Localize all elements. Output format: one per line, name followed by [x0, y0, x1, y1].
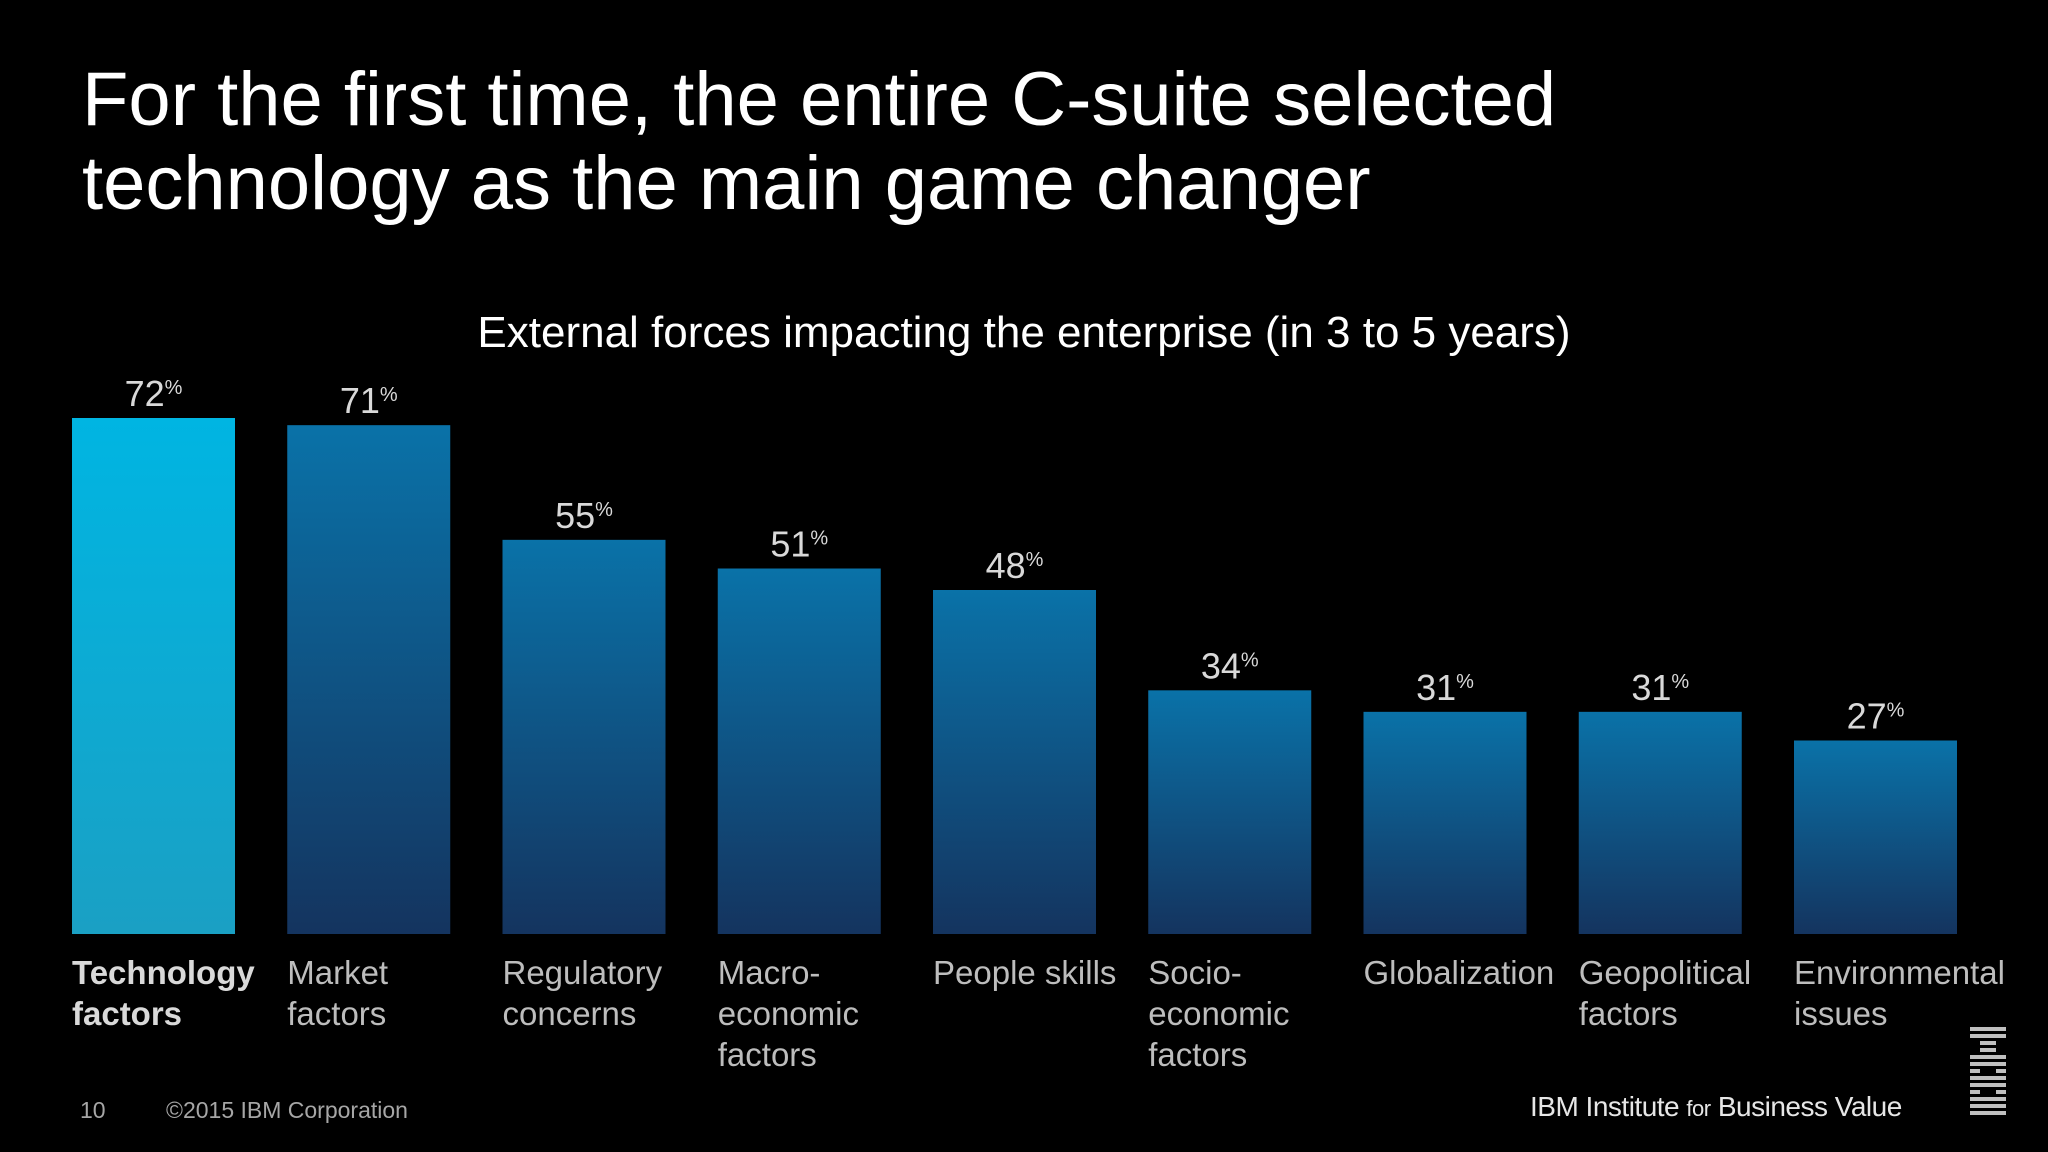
- bar-0: [72, 418, 235, 934]
- brand-for: for: [1686, 1096, 1711, 1121]
- value-label-5: 34%: [1201, 645, 1259, 686]
- bar-7: [1578, 711, 1742, 934]
- value-label-7: 31%: [1631, 667, 1689, 708]
- category-label-5: Socio- economic factors: [1148, 954, 1290, 1073]
- value-label-1: 71%: [340, 380, 398, 421]
- value-label-0: 72%: [125, 373, 183, 414]
- category-label-7: Geopolitical factors: [1578, 954, 1752, 1032]
- brand-part-1: IBM Institute: [1530, 1091, 1687, 1122]
- value-label-8: 27%: [1847, 696, 1905, 737]
- category-label-6: Globalization: [1363, 954, 1555, 991]
- copyright: ©2015 IBM Corporation: [166, 1097, 408, 1123]
- category-label-0: Technology factors: [72, 954, 255, 1032]
- bar-5: [1148, 690, 1312, 934]
- bar-3: [717, 568, 881, 934]
- value-label-2: 55%: [555, 495, 613, 536]
- bar-4: [933, 590, 1096, 934]
- brand-name: IBM Institute for Business Value: [1530, 1091, 1902, 1123]
- value-label-6: 31%: [1416, 667, 1474, 708]
- slide-title: For the first time, the entire C-suite s…: [82, 58, 1782, 226]
- value-label-3: 51%: [770, 524, 828, 565]
- slide-title-line-2: technology as the main game changer: [82, 141, 1371, 226]
- bar-6: [1363, 711, 1527, 934]
- page-number: 10: [80, 1097, 106, 1123]
- category-label-8: Environmental issues: [1794, 954, 2005, 1032]
- bar-8: [1794, 740, 1957, 934]
- category-label-3: Macro- economic factors: [717, 954, 859, 1073]
- bar-1: [287, 425, 451, 934]
- chart-title-text: External forces impacting the enterprise…: [477, 308, 1571, 357]
- ibm-logo-icon: [1970, 1027, 2006, 1115]
- brand-part-2: Business Value: [1710, 1091, 1902, 1122]
- category-label-1: Market factors: [287, 954, 389, 1032]
- slide-title-line-1: For the first time, the entire C-suite s…: [82, 57, 1557, 142]
- value-label-4: 48%: [986, 545, 1044, 586]
- category-label-2: Regulatory concerns: [502, 954, 663, 1032]
- bar-2: [502, 539, 666, 934]
- chart-title: External forces impacting the enterprise…: [0, 308, 2048, 358]
- category-label-4: People skills: [933, 954, 1117, 991]
